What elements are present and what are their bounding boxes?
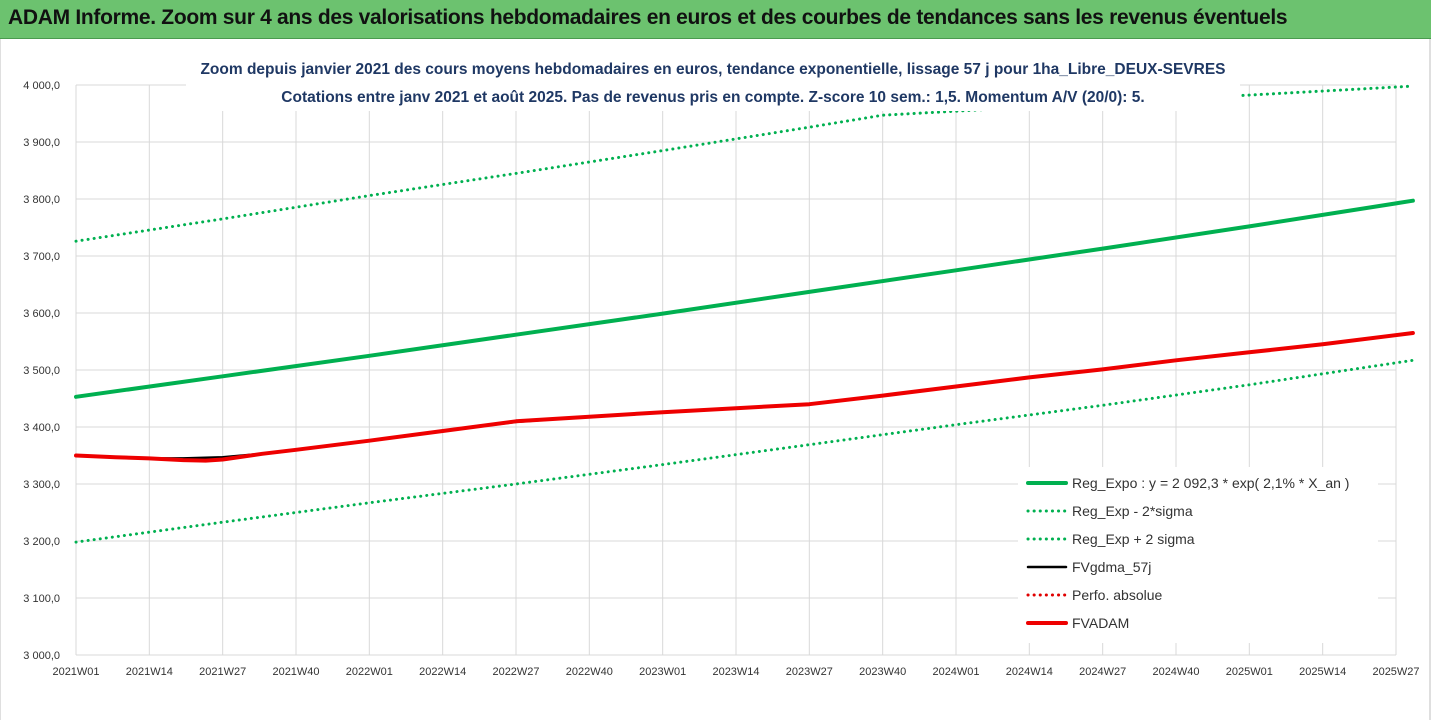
x-tick-label: 2021W01 [52,666,99,678]
x-tick-label: 2021W40 [272,666,319,678]
x-tick-label: 2022W27 [492,666,539,678]
x-tick-label: 2022W01 [346,666,393,678]
x-tick-label: 2025W14 [1299,666,1346,678]
legend-label-4: Perfo. absolue [1072,587,1162,603]
x-tick-label: 2023W40 [859,666,906,678]
x-tick-label: 2023W27 [786,666,833,678]
chart-svg: 3 000,0 3 100,0 3 200,0 3 300,0 3 400,0 3 500… [0,39,1431,720]
y-tick-label: 3 100,0 [23,593,60,605]
y-tick-label: 3 900,0 [23,137,60,149]
series-line-0 [74,198,1415,399]
series-line-5 [74,331,1415,463]
x-tick-label: 2022W40 [566,666,613,678]
y-tick-label: 4 000,0 [23,80,60,92]
banner-title: ADAM Informe. Zoom sur 4 ans des valoris… [8,6,1288,29]
legend-label-1: Reg_Exp - 2*sigma [1072,503,1193,519]
series-line-3 [74,331,1415,460]
x-tick-label: 2024W14 [1006,666,1053,678]
x-tick-label: 2023W01 [639,666,686,678]
title-background [186,57,1240,111]
x-tick-label: 2024W01 [932,666,979,678]
x-tick-label: 2021W14 [126,666,173,678]
x-tick-label: 2022W14 [419,666,466,678]
y-tick-label: 3 500,0 [23,365,60,377]
legend-label-5: FVADAM [1072,615,1129,631]
legend-label-3: FVgdma_57j [1072,559,1151,575]
y-tick-label: 3 600,0 [23,308,60,320]
header-banner: ADAM Informe. Zoom sur 4 ans des valoris… [0,0,1431,39]
x-tick-label: 2021W27 [199,666,246,678]
y-tick-label: 3 300,0 [23,479,60,491]
series-line-1 [74,358,1415,544]
x-tick-label: 2024W27 [1079,666,1126,678]
y-tick-label: 3 200,0 [23,536,60,548]
y-tick-label: 3 800,0 [23,194,60,206]
chart-area: 3 000,0 3 100,0 3 200,0 3 300,0 3 400,0 3 500… [0,39,1431,720]
legend-label-2: Reg_Exp + 2 sigma [1072,531,1195,547]
chart-subtitle: Cotations entre janv 2021 et août 2025. … [281,89,1144,106]
legend-box [1018,467,1378,643]
chart-title: Zoom depuis janvier 2021 des cours moyen… [200,61,1225,78]
y-tick-label: 3 000,0 [23,650,60,662]
x-tick-label: 2025W01 [1226,666,1273,678]
y-tick-label: 3 700,0 [23,251,60,263]
x-tick-label: 2023W14 [712,666,759,678]
legend-label-0: Reg_Expo : y = 2 092,3 * exp( 2,1% * X_a… [1072,475,1349,491]
x-tick-label: 2025W27 [1372,666,1419,678]
y-tick-label: 3 400,0 [23,422,60,434]
x-tick-label: 2024W40 [1152,666,1199,678]
series-line-2 [74,84,1415,243]
